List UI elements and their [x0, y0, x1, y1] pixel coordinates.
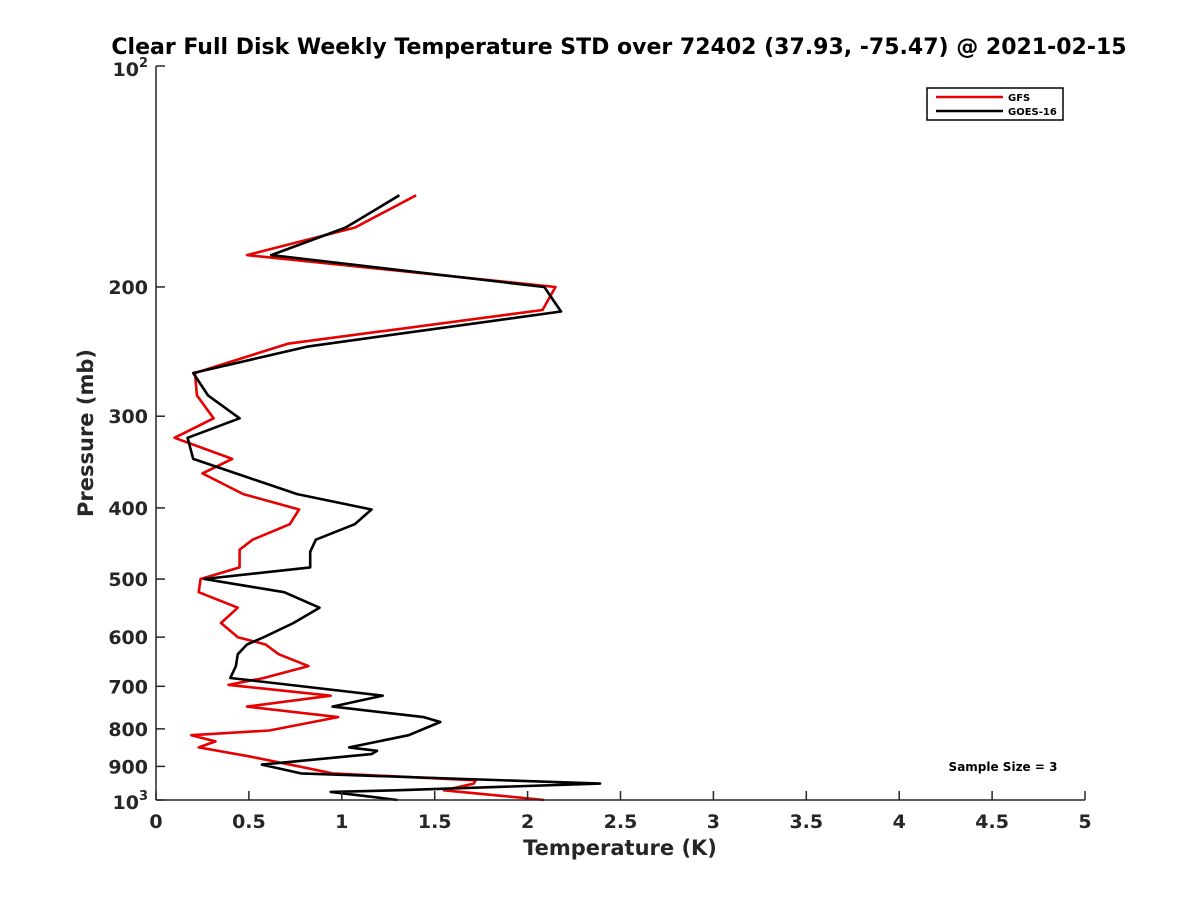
series-layer [173, 194, 602, 802]
x-ticks: 0 0.5 1 1.5 2 2.5 3 3.5 4 4.5 5 [149, 791, 1092, 833]
y-tick-label: 500 [108, 569, 148, 591]
x-tick-label: 4.5 [975, 811, 1009, 833]
series-line-gfs [173, 194, 557, 802]
y-axis-title: Pressure (mb) [74, 349, 98, 517]
series-line-goes16 [186, 194, 602, 802]
y-axis-top-label: 102 [113, 56, 149, 81]
y-tick-label: 900 [108, 756, 148, 778]
y-tick-label: 300 [108, 406, 148, 428]
y-tick-label: 700 [108, 676, 148, 698]
legend-box [926, 87, 1064, 121]
y-tick-label: 800 [108, 719, 148, 741]
legend-label-gfs: GFS [1008, 93, 1030, 104]
y-bottom-label-base: 10 [113, 792, 139, 814]
y-top-label-exponent: 2 [139, 56, 148, 71]
chart-title: Clear Full Disk Weekly Temperature STD o… [111, 35, 1126, 60]
x-tick-label: 2 [521, 811, 534, 833]
sample-size-annotation: Sample Size = 3 [949, 760, 1058, 774]
y-tick-label: 400 [108, 498, 148, 520]
y-axis-bottom-label: 103 [113, 789, 149, 814]
x-tick-label: 1 [335, 811, 348, 833]
x-tick-label: 5 [1078, 811, 1091, 833]
x-tick-label: 1.5 [418, 811, 452, 833]
x-tick-label: 0.5 [232, 811, 266, 833]
legend: GFS GOES-16 [926, 87, 1064, 121]
x-tick-label: 4 [893, 811, 906, 833]
x-tick-label: 3 [707, 811, 720, 833]
y-tick-label: 600 [108, 627, 148, 649]
legend-label-goes16: GOES-16 [1008, 107, 1057, 118]
x-tick-label: 2.5 [604, 811, 638, 833]
x-tick-label: 0 [149, 811, 162, 833]
y-bottom-label-exponent: 3 [139, 789, 148, 804]
x-axis-title: Temperature (K) [523, 836, 717, 860]
x-tick-label: 3.5 [789, 811, 823, 833]
y-ticks: 200 300 400 500 600 700 800 900 [108, 65, 165, 801]
y-top-label-base: 10 [113, 59, 139, 81]
y-tick-label: 200 [108, 277, 148, 299]
